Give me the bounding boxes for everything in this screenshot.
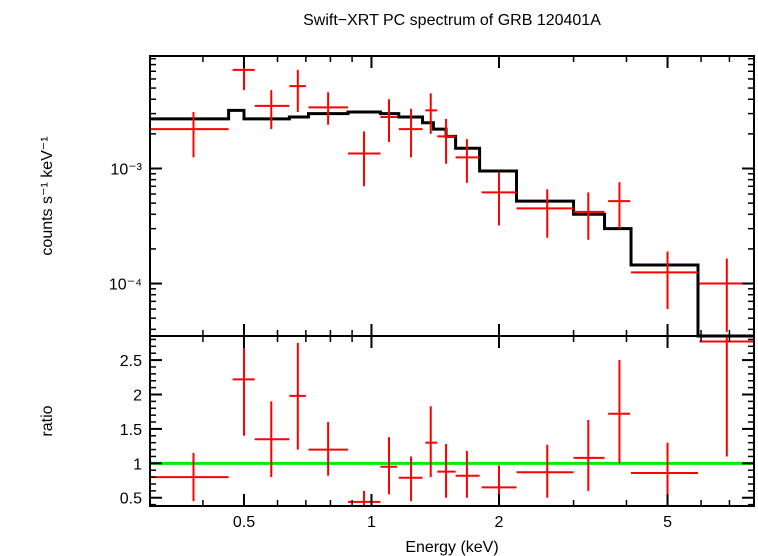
ratio-panel: 0.5 1 1.5 2 2.5 — [120, 335, 755, 508]
x-tick-label: 2 — [495, 514, 504, 531]
spectrum-data-point — [573, 192, 605, 240]
ratio-data-point — [573, 419, 605, 491]
ratio-panel-frame — [149, 335, 755, 507]
ratio-data-point — [455, 450, 480, 498]
ratio-data-point — [699, 336, 754, 457]
top-model-layer — [150, 108, 754, 338]
ratio-data-point — [437, 444, 456, 498]
spectrum-data-point — [308, 92, 348, 125]
top-y-axis-label: counts s⁻¹ keV⁻¹ — [39, 136, 56, 255]
ratio-data-point — [380, 437, 398, 495]
spectrum-data-point — [437, 118, 456, 164]
ratio-data-point — [631, 442, 698, 504]
ratio-y-tick-label: 2.5 — [120, 353, 142, 370]
top-y-tick-label: 10⁻³ — [110, 161, 142, 178]
top-panel-frame — [149, 55, 755, 337]
model-step-line — [150, 108, 754, 338]
spectrum-data-point — [289, 69, 306, 112]
x-tick-label: 0.5 — [233, 514, 255, 531]
ratio-data-point — [347, 490, 381, 506]
top-y-tick-label: 10⁻⁴ — [109, 277, 142, 294]
x-tick-label: 5 — [663, 514, 672, 531]
spectrum-data-point — [631, 251, 698, 310]
spectrum-data-point — [380, 99, 398, 142]
ratio-y-tick-label: 1 — [133, 456, 142, 473]
ratio-data-point — [150, 453, 229, 502]
top-data-layer — [150, 57, 754, 332]
spectrum-data-point — [150, 111, 229, 158]
x-tick-labels: 0.5 1 2 5 — [233, 514, 672, 531]
ratio-data-point — [289, 342, 306, 450]
ratio-data-point — [516, 444, 574, 498]
ratio-data-point — [425, 406, 438, 478]
ratio-y-tick-label: 1.5 — [120, 422, 142, 439]
spectrum-data-point — [699, 258, 754, 332]
ratio-y-tick-label: 0.5 — [120, 491, 142, 508]
ratio-data-point — [308, 422, 348, 476]
ratio-data-point — [254, 401, 290, 478]
x-axis-label: Energy (keV) — [405, 539, 498, 556]
ratio-data-point — [232, 336, 255, 436]
spectrum-data-point — [398, 108, 423, 158]
x-tick-label: 1 — [367, 514, 376, 531]
ratio-data-point — [608, 360, 631, 464]
spectrum-data-point — [347, 131, 381, 187]
spectrum-data-point — [455, 139, 480, 183]
spectrum-data-point — [254, 90, 290, 130]
ratio-y-tick-label: 2 — [133, 388, 142, 405]
spectrum-data-point — [425, 93, 438, 134]
spectrum-data-point — [481, 172, 517, 226]
top-panel: 10⁻³ 10⁻⁴ — [109, 55, 755, 338]
ratio-data-point — [398, 456, 423, 502]
ratio-y-axis-label: ratio — [39, 405, 56, 436]
spectrum-data-point — [516, 189, 574, 238]
chart-title: Swift−XRT PC spectrum of GRB 120401A — [303, 12, 601, 29]
ratio-data-layer — [150, 336, 754, 506]
spectrum-data-point — [608, 182, 631, 229]
ratio-ticks: 0.5 1 1.5 2 2.5 — [120, 336, 754, 508]
